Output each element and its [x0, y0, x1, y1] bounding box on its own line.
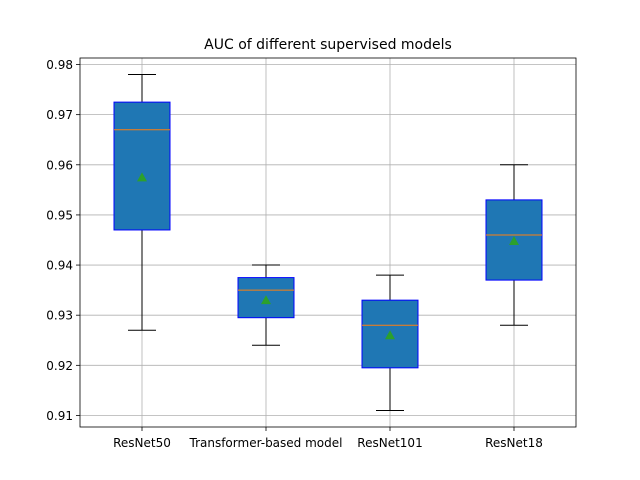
- y-tick-label: 0.94: [46, 259, 73, 273]
- y-tick-label: 0.98: [46, 58, 73, 72]
- mean-marker: [385, 330, 395, 340]
- chart-title: AUC of different supervised models: [204, 37, 452, 53]
- axes: 0.91 0.92 0.93 0.94 0.95 0.96 0.97 0.98 ResNet50…: [46, 57, 577, 450]
- boxes: [113, 74, 543, 411]
- mean-marker: [137, 172, 147, 182]
- x-tick-label: ResNet18: [485, 436, 543, 450]
- box-group: [237, 264, 295, 346]
- x-tick-label: Transformer-based model: [189, 436, 343, 450]
- y-tick-label: 0.92: [46, 359, 73, 373]
- x-tick-label: ResNet101: [357, 436, 422, 450]
- box-group: [113, 74, 171, 331]
- box-group: [361, 274, 419, 411]
- plot-frame: [79, 57, 577, 428]
- mean-marker: [509, 235, 519, 245]
- box-iqr: [485, 199, 543, 281]
- y-tick-label: 0.91: [46, 409, 73, 423]
- mean-marker: [261, 295, 271, 305]
- x-tick-label: ResNet50: [113, 436, 171, 450]
- y-tick-label: 0.96: [46, 158, 73, 172]
- y-tick-label: 0.97: [46, 108, 73, 122]
- box-group: [485, 164, 543, 326]
- y-tick-label: 0.93: [46, 309, 73, 323]
- y-tick-label: 0.95: [46, 208, 73, 222]
- box-iqr: [113, 101, 171, 231]
